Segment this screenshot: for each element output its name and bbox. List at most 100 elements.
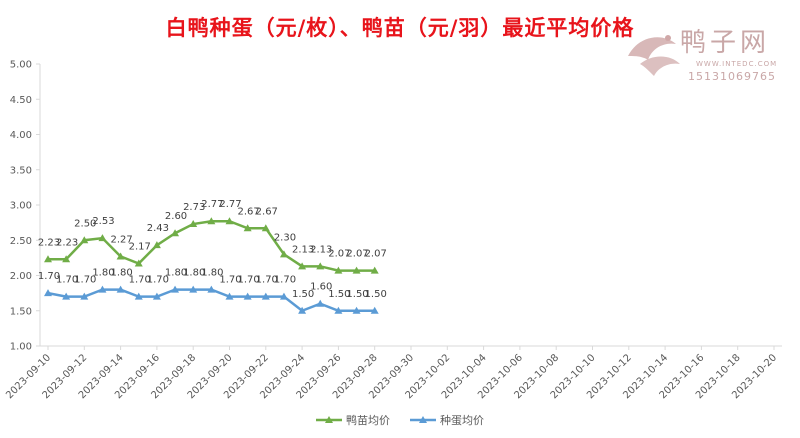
data-point xyxy=(261,292,270,300)
data-label: 2.60 xyxy=(165,211,187,222)
duck-logo-icon xyxy=(628,35,680,76)
data-point xyxy=(298,306,307,314)
data-point xyxy=(152,241,161,249)
data-point xyxy=(243,292,252,300)
data-label: 2.30 xyxy=(274,232,296,243)
data-point xyxy=(152,292,161,300)
y-tick-label: 1.50 xyxy=(10,306,32,317)
watermark-name: 鸭子网 xyxy=(680,28,771,58)
y-tick-label: 4.50 xyxy=(10,95,32,106)
data-point xyxy=(370,266,379,274)
data-point xyxy=(370,306,379,314)
data-label: 1.80 xyxy=(110,268,132,279)
data-point xyxy=(189,220,198,228)
y-tick-label: 1.00 xyxy=(10,342,32,353)
y-tick-label: 5.00 xyxy=(10,60,32,71)
data-label: 1.70 xyxy=(38,271,60,282)
data-point xyxy=(62,255,71,263)
data-label: 2.53 xyxy=(92,216,114,227)
data-label: 2.43 xyxy=(147,223,169,234)
data-point xyxy=(334,306,343,314)
data-point xyxy=(225,217,234,225)
data-label: 1.70 xyxy=(219,275,241,286)
data-label: 1.50 xyxy=(365,289,387,300)
legend-label: 种蛋均价 xyxy=(440,414,484,427)
legend-item: 种蛋均价 xyxy=(410,412,484,428)
data-point xyxy=(243,224,252,232)
data-label: 1.60 xyxy=(310,282,332,293)
data-label: 2.73 xyxy=(183,202,205,213)
data-point xyxy=(352,306,361,314)
chart-axes: 1.001.502.002.503.003.504.004.505.002023… xyxy=(4,60,782,401)
y-tick-label: 4.00 xyxy=(10,130,32,141)
data-point xyxy=(62,292,71,300)
chart-legend: 鸭苗均价 种蛋均价 xyxy=(0,412,800,428)
data-point xyxy=(116,252,125,260)
data-label: 1.70 xyxy=(56,275,78,286)
data-point xyxy=(298,262,307,270)
line-chart: 1.001.502.002.503.003.504.004.505.002023… xyxy=(4,60,782,401)
data-label: 1.50 xyxy=(292,289,314,300)
data-point xyxy=(316,299,325,307)
data-point xyxy=(207,217,216,225)
data-point xyxy=(225,292,234,300)
y-tick-label: 3.00 xyxy=(10,201,32,212)
data-label: 1.70 xyxy=(274,275,296,286)
y-tick-label: 2.00 xyxy=(10,271,32,282)
series-line xyxy=(47,288,375,313)
data-point xyxy=(279,292,288,300)
data-point xyxy=(189,285,198,293)
legend-item: 鸭苗均价 xyxy=(316,412,390,428)
legend-swatch xyxy=(316,416,342,423)
data-point xyxy=(261,224,270,232)
data-label: 2.07 xyxy=(365,249,387,260)
data-point xyxy=(279,250,288,258)
chart-series: 2.232.232.502.532.272.172.432.602.732.77… xyxy=(38,199,387,314)
y-tick-label: 3.50 xyxy=(10,165,32,176)
data-label: 1.80 xyxy=(92,268,114,279)
data-label: 2.07 xyxy=(346,249,368,260)
data-point xyxy=(352,266,361,274)
data-label: 2.77 xyxy=(219,199,241,210)
data-point xyxy=(334,266,343,274)
data-label: 2.17 xyxy=(129,242,151,253)
data-label: 2.67 xyxy=(256,206,278,217)
data-label: 1.80 xyxy=(183,268,205,279)
data-label: 2.07 xyxy=(328,249,350,260)
legend-swatch xyxy=(410,416,436,423)
data-label: 1.80 xyxy=(201,268,223,279)
y-tick-label: 2.50 xyxy=(10,236,32,247)
data-label: 1.80 xyxy=(165,268,187,279)
watermark-logo: 鸭子网 WWW.INTEDC.COM 15131069765 xyxy=(618,18,800,88)
data-point xyxy=(134,292,143,300)
watermark-site: WWW.INTEDC.COM xyxy=(696,60,778,68)
data-label: 2.27 xyxy=(110,234,132,245)
data-label: 1.70 xyxy=(256,275,278,286)
data-label: 1.70 xyxy=(129,275,151,286)
legend-label: 鸭苗均价 xyxy=(346,414,390,427)
data-label: 1.50 xyxy=(328,289,350,300)
data-point xyxy=(80,292,89,300)
data-label: 1.70 xyxy=(74,275,96,286)
chart-title: 白鸭种蛋（元/枚）、鸭苗（元/羽）最近平均价格 xyxy=(165,16,635,40)
data-point xyxy=(80,236,89,244)
data-label: 2.50 xyxy=(74,218,96,229)
data-point xyxy=(207,285,216,293)
data-label: 2.67 xyxy=(238,206,260,217)
data-point xyxy=(134,259,143,267)
data-label: 2.23 xyxy=(56,237,78,248)
data-label: 2.13 xyxy=(292,244,314,255)
data-point xyxy=(171,229,180,237)
data-label: 2.13 xyxy=(310,244,332,255)
watermark-phone: 15131069765 xyxy=(688,70,776,83)
data-label: 1.50 xyxy=(346,289,368,300)
data-label: 2.77 xyxy=(201,199,223,210)
data-point xyxy=(98,285,107,293)
data-point xyxy=(44,289,52,297)
data-point xyxy=(116,285,125,293)
data-label: 1.70 xyxy=(238,275,260,286)
data-label: 2.23 xyxy=(38,237,60,248)
data-label: 1.70 xyxy=(147,275,169,286)
data-point xyxy=(98,234,107,242)
data-point xyxy=(44,255,52,263)
